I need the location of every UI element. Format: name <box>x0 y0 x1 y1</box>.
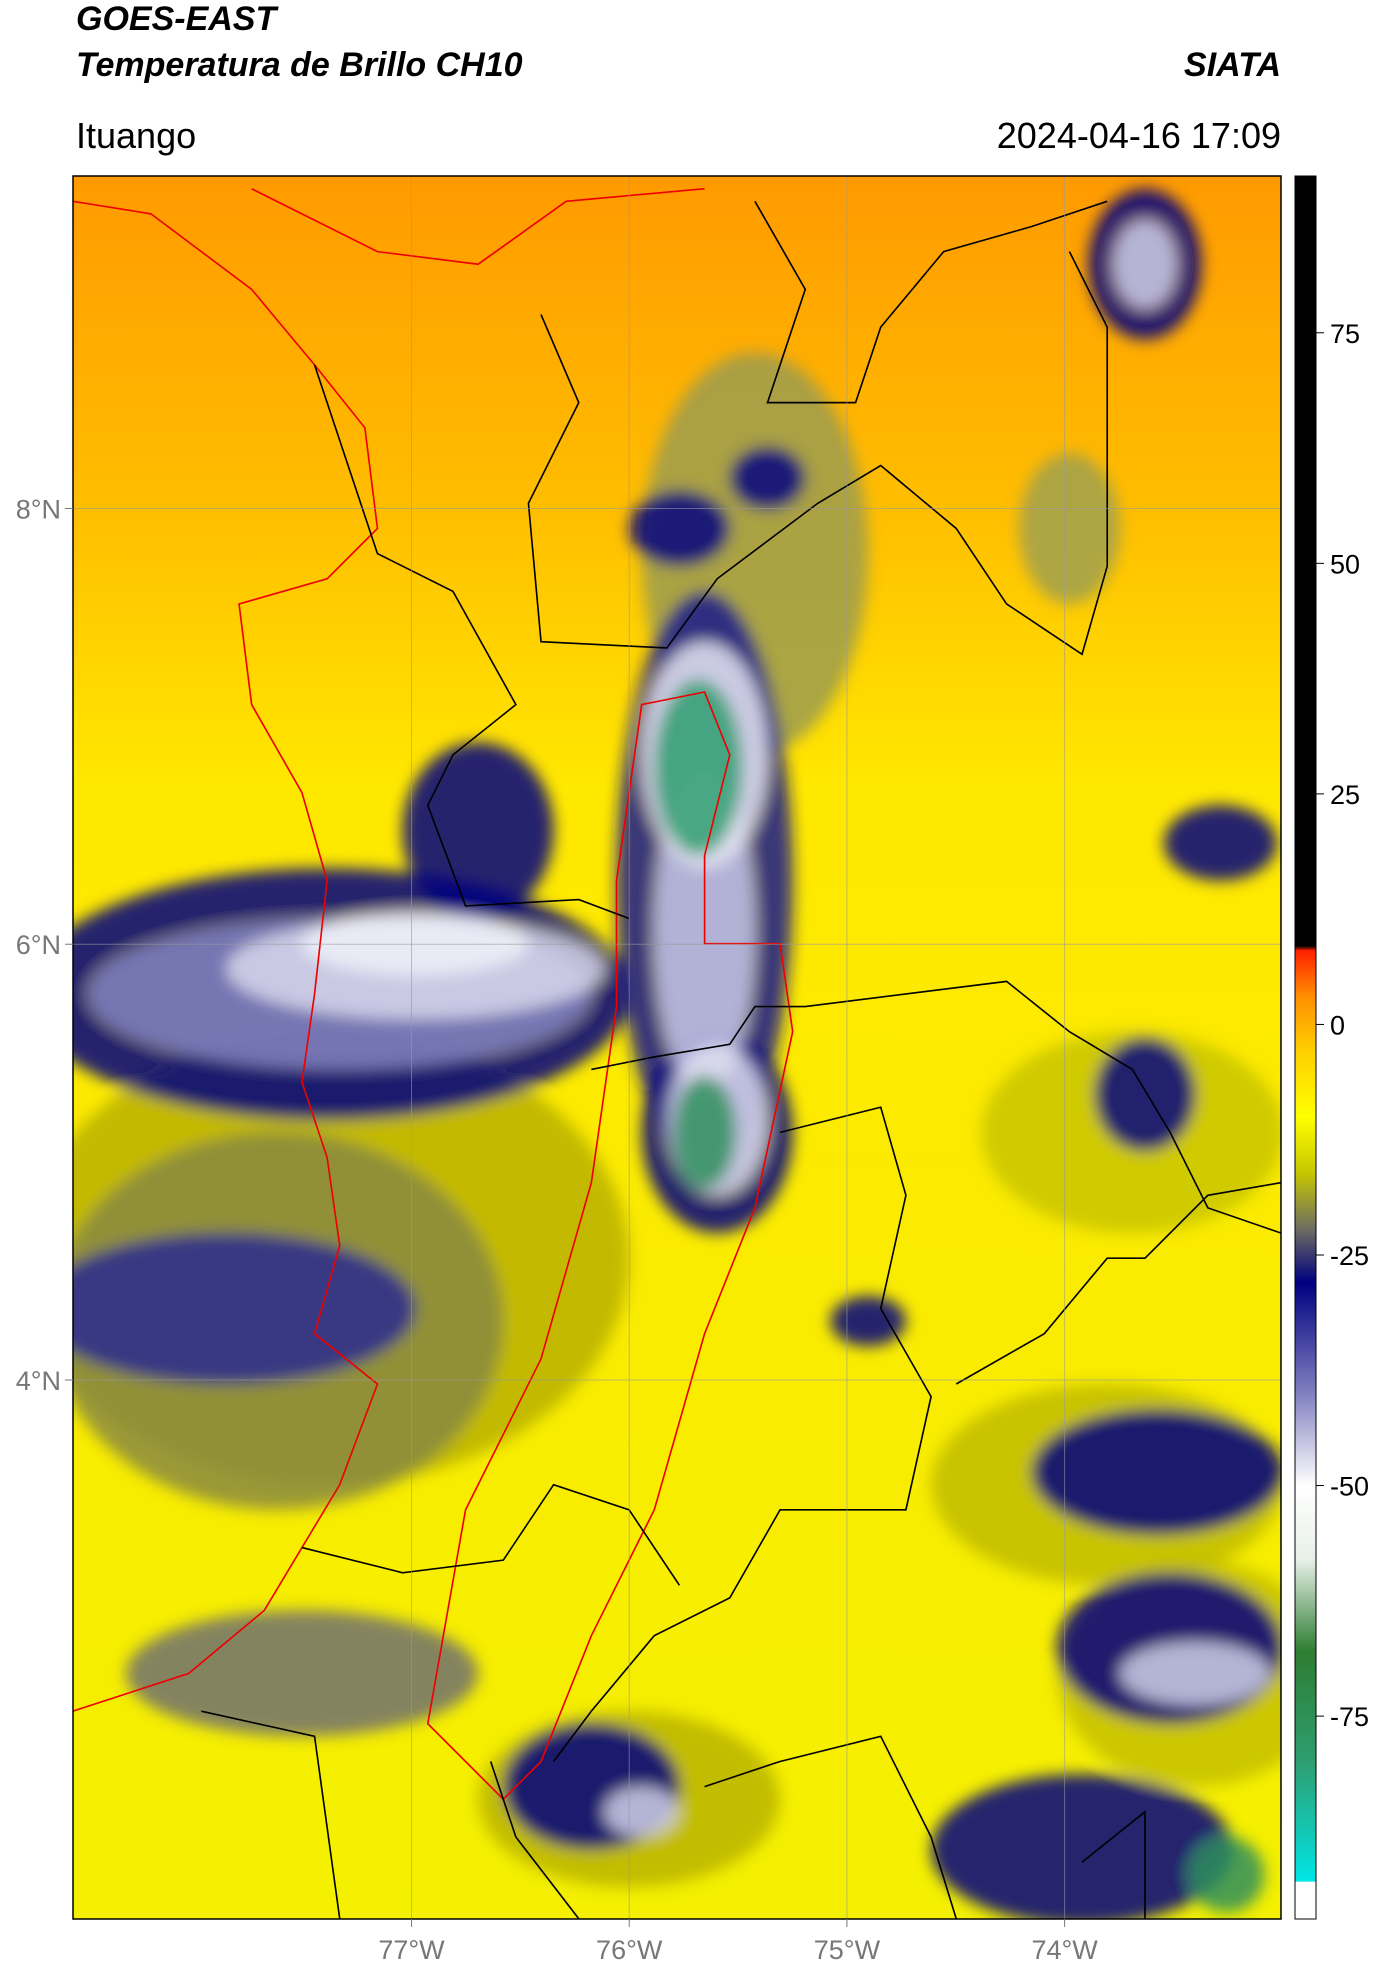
colorbar-tick-label: -25 <box>1330 1241 1369 1271</box>
map-image <box>73 176 1281 1919</box>
cloud <box>1113 220 1177 309</box>
colorbar-tick-label: 0 <box>1330 1010 1345 1040</box>
location: Ituango <box>76 115 196 156</box>
cloud <box>931 1774 1233 1919</box>
cloud <box>1019 452 1120 604</box>
axes: 77°W 76°W 75°W 74°W 8°N 6°N 4°N <box>16 494 1099 1965</box>
y-tick-label: 6°N <box>16 930 61 960</box>
graticule <box>73 176 1281 1919</box>
cloud <box>301 912 529 976</box>
colorbar <box>1294 175 1317 1920</box>
cloud <box>603 1786 680 1837</box>
cloud <box>1119 1641 1271 1705</box>
colorbar-tick-label: 25 <box>1330 780 1360 810</box>
colorbar-tick-label: 50 <box>1330 549 1360 579</box>
cloud <box>1094 1038 1196 1152</box>
borders <box>73 187 1281 1919</box>
source: SIATA <box>1184 46 1281 84</box>
x-tick-label: 74°W <box>1031 1935 1098 1965</box>
colorbar-tick-label: -50 <box>1330 1472 1369 1502</box>
cloud <box>673 1075 737 1189</box>
cloud <box>73 1233 416 1384</box>
timestamp: 2024-04-16 17:09 <box>997 115 1281 156</box>
colorbar-tick-label: -75 <box>1330 1702 1369 1732</box>
cloud <box>1188 1836 1265 1913</box>
cloud <box>654 679 743 856</box>
y-tick-label: 4°N <box>16 1366 61 1396</box>
cloud <box>402 742 554 919</box>
colorbar-ticks: 75 50 25 0 -25 -50 -75 <box>1316 319 1369 1732</box>
title: GOES-EAST <box>76 0 279 38</box>
x-tick-label: 77°W <box>378 1935 445 1965</box>
plot-frame <box>72 175 1282 1920</box>
x-tick-label: 75°W <box>814 1935 881 1965</box>
cloud <box>1031 1409 1281 1535</box>
x-tick-label: 76°W <box>596 1935 663 1965</box>
y-tick-label: 8°N <box>16 494 61 524</box>
cloud <box>125 1610 479 1737</box>
cloud <box>629 490 730 567</box>
colorbar-tick-label: 75 <box>1330 319 1360 349</box>
cloud <box>830 1295 906 1347</box>
subtitle: Temperatura de Brillo CH10 <box>76 46 523 84</box>
cloud <box>729 446 806 510</box>
cloud <box>1163 805 1278 881</box>
